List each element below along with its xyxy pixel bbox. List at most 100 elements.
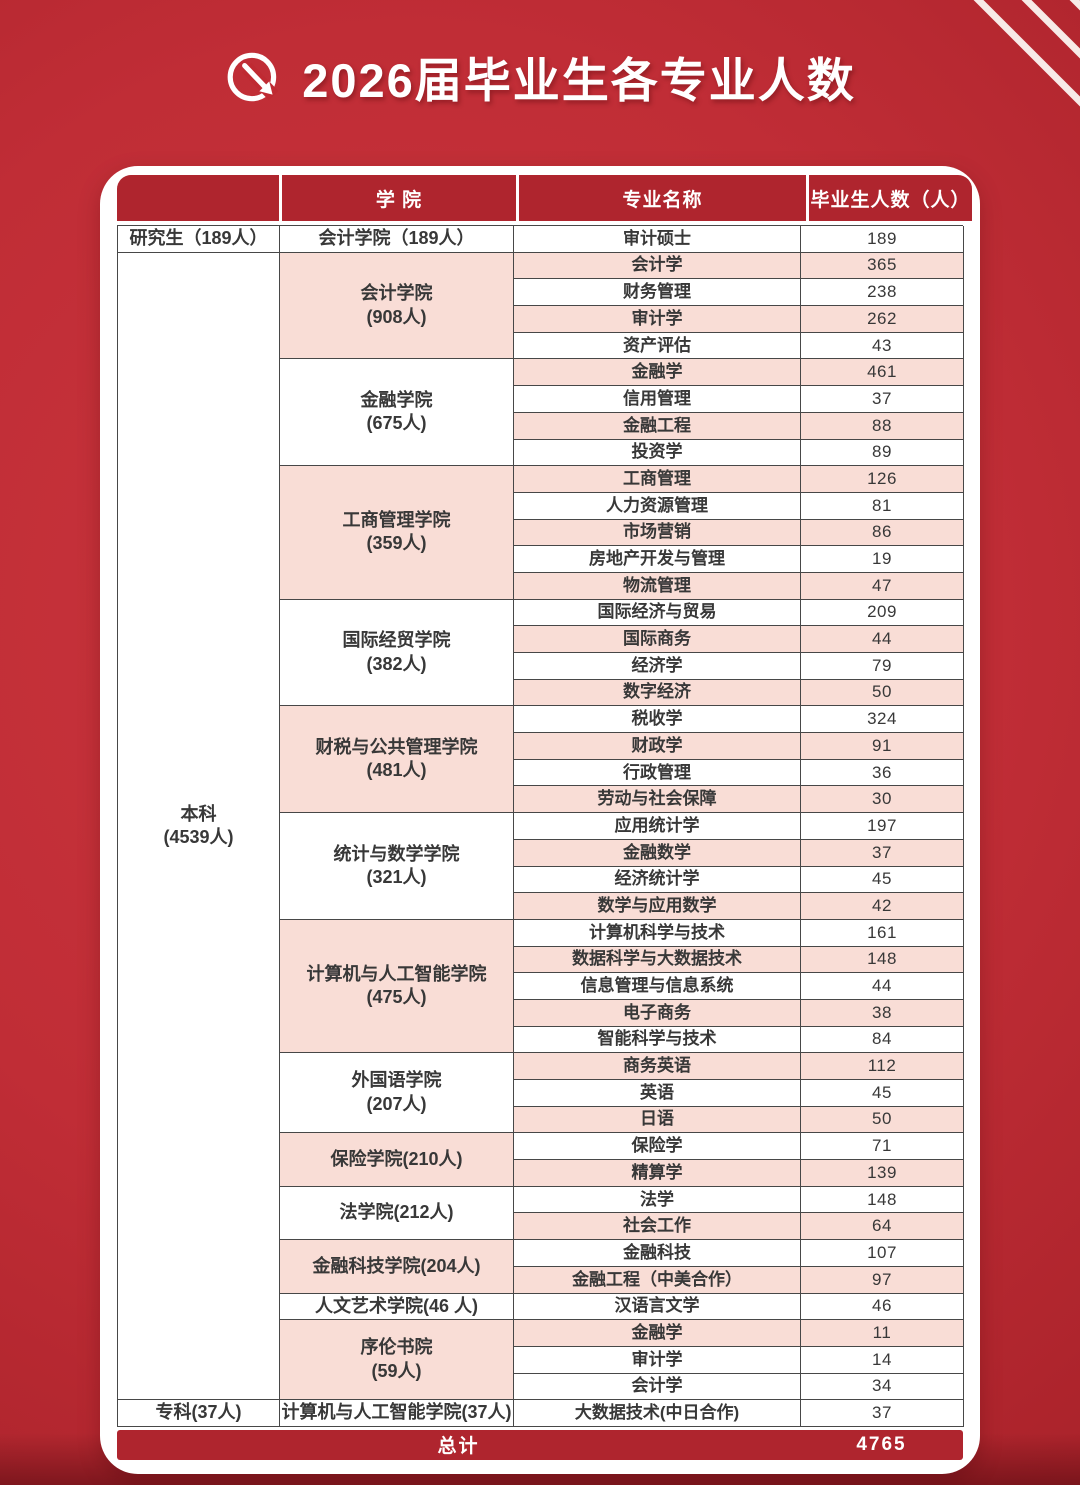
major-cell: 行政管理: [514, 759, 801, 787]
count-cell: 50: [801, 1106, 964, 1134]
count-cell: 107: [801, 1240, 964, 1267]
category-cell: 本科 (4539人): [118, 252, 280, 1401]
college-cell: 会计学院 (908人): [280, 252, 514, 360]
major-cell: 国际商务: [514, 626, 801, 653]
count-cell: 324: [801, 706, 964, 734]
count-cell: 43: [801, 332, 964, 360]
total-label: 总计: [437, 1436, 480, 1458]
count-cell: 91: [801, 733, 964, 760]
college-cell: 统计与数学学院 (321人): [280, 813, 514, 920]
college-cell: 计算机与人工智能学院 (475人): [280, 919, 514, 1054]
count-cell: 84: [801, 1026, 964, 1054]
college-cell: 法学院(212人): [280, 1186, 514, 1241]
table-body: 研究生（189人） 会计学院（189人） 审计硕士 189 本科 (4539人) 会计学院(…: [117, 225, 964, 1427]
major-cell: 金融数学: [514, 839, 801, 867]
major-cell: 信用管理: [514, 386, 801, 413]
major-cell: 汉语言文学: [514, 1293, 801, 1321]
count-cell: 46: [801, 1293, 964, 1321]
major-cell: 法学: [514, 1186, 801, 1214]
circular-arrow-icon: [227, 52, 279, 101]
major-cell: 金融工程（中美合作）: [514, 1266, 801, 1294]
count-cell: 45: [801, 866, 964, 894]
major-cell: 计算机科学与技术: [514, 919, 801, 947]
count-cell: 44: [801, 973, 964, 1000]
count-cell: 89: [801, 439, 964, 467]
category-cell: 研究生（189人）: [118, 226, 280, 253]
category-cell: 专科(37人): [118, 1400, 280, 1427]
major-cell: 保险学: [514, 1133, 801, 1161]
college-cell: 金融学院 (675人): [280, 359, 514, 467]
major-cell: 审计学: [514, 306, 801, 333]
count-cell: 161: [801, 919, 964, 947]
page-title: 2026届毕业生各专业人数: [302, 54, 856, 107]
count-cell: 42: [801, 893, 964, 920]
count-cell: 44: [801, 626, 964, 653]
count-cell: 262: [801, 306, 964, 333]
count-cell: 38: [801, 999, 964, 1027]
header-college: 学 院: [282, 175, 516, 221]
major-cell: 应用统计学: [514, 813, 801, 840]
major-cell: 数学与应用数学: [514, 893, 801, 920]
header-category: [117, 175, 279, 221]
count-cell: 36: [801, 759, 964, 787]
college-cell: 金融科技学院(204人): [280, 1240, 514, 1294]
count-cell: 197: [801, 813, 964, 840]
major-cell: 审计学: [514, 1346, 801, 1374]
major-cell: 电子商务: [514, 999, 801, 1027]
major-cell: 税收学: [514, 706, 801, 734]
major-cell: 数字经济: [514, 679, 801, 707]
major-cell: 会计学: [514, 252, 801, 280]
major-cell: 劳动与社会保障: [514, 786, 801, 814]
major-cell: 资产评估: [514, 332, 801, 360]
major-cell: 英语: [514, 1080, 801, 1107]
count-cell: 37: [801, 386, 964, 413]
count-cell: 112: [801, 1053, 964, 1080]
count-cell: 37: [801, 839, 964, 867]
college-cell: 保险学院(210人): [280, 1133, 514, 1187]
count-cell: 365: [801, 252, 964, 280]
count-cell: 126: [801, 466, 964, 493]
count-cell: 14: [801, 1346, 964, 1374]
title-row: 2026届毕业生各专业人数: [0, 42, 1080, 111]
count-cell: 86: [801, 519, 964, 547]
major-cell: 工商管理: [514, 466, 801, 493]
count-cell: 37: [801, 1400, 964, 1427]
major-cell: 金融科技: [514, 1240, 801, 1267]
count-cell: 461: [801, 359, 964, 387]
count-cell: 34: [801, 1373, 964, 1401]
major-cell: 经济统计学: [514, 866, 801, 894]
major-cell: 审计硕士: [514, 226, 801, 253]
header-count: 毕业生人数（人）: [809, 175, 972, 221]
college-cell: 计算机与人工智能学院(37人): [280, 1400, 514, 1427]
count-cell: 45: [801, 1080, 964, 1107]
major-cell: 金融工程: [514, 412, 801, 440]
major-cell: 财政学: [514, 733, 801, 760]
major-cell: 精算学: [514, 1160, 801, 1187]
major-cell: 经济学: [514, 653, 801, 680]
count-cell: 139: [801, 1160, 964, 1187]
major-cell: 日语: [514, 1106, 801, 1134]
count-cell: 209: [801, 599, 964, 627]
major-cell: 国际经济与贸易: [514, 599, 801, 627]
college-cell: 工商管理学院 (359人): [280, 466, 514, 600]
major-cell: 市场营销: [514, 519, 801, 547]
major-cell: 投资学: [514, 439, 801, 467]
count-cell: 148: [801, 946, 964, 974]
count-cell: 79: [801, 653, 964, 680]
major-cell: 智能科学与技术: [514, 1026, 801, 1054]
count-cell: 30: [801, 786, 964, 814]
count-cell: 189: [801, 226, 964, 253]
count-cell: 97: [801, 1266, 964, 1294]
major-cell: 财务管理: [514, 279, 801, 307]
table-card: 学 院 专业名称 毕业生人数（人） 研究生（189人） 会计学院（189人） 审计硕…: [100, 166, 980, 1474]
major-cell: 物流管理: [514, 572, 801, 600]
major-cell: 房地产开发与管理: [514, 546, 801, 573]
table-footer: 总计 4765: [117, 1429, 963, 1460]
count-cell: 50: [801, 679, 964, 707]
college-cell: 会计学院（189人）: [280, 226, 514, 253]
count-cell: 47: [801, 572, 964, 600]
count-cell: 238: [801, 279, 964, 307]
count-cell: 11: [801, 1320, 964, 1347]
college-cell: 外国语学院 (207人): [280, 1053, 514, 1134]
major-cell: 社会工作: [514, 1213, 801, 1241]
